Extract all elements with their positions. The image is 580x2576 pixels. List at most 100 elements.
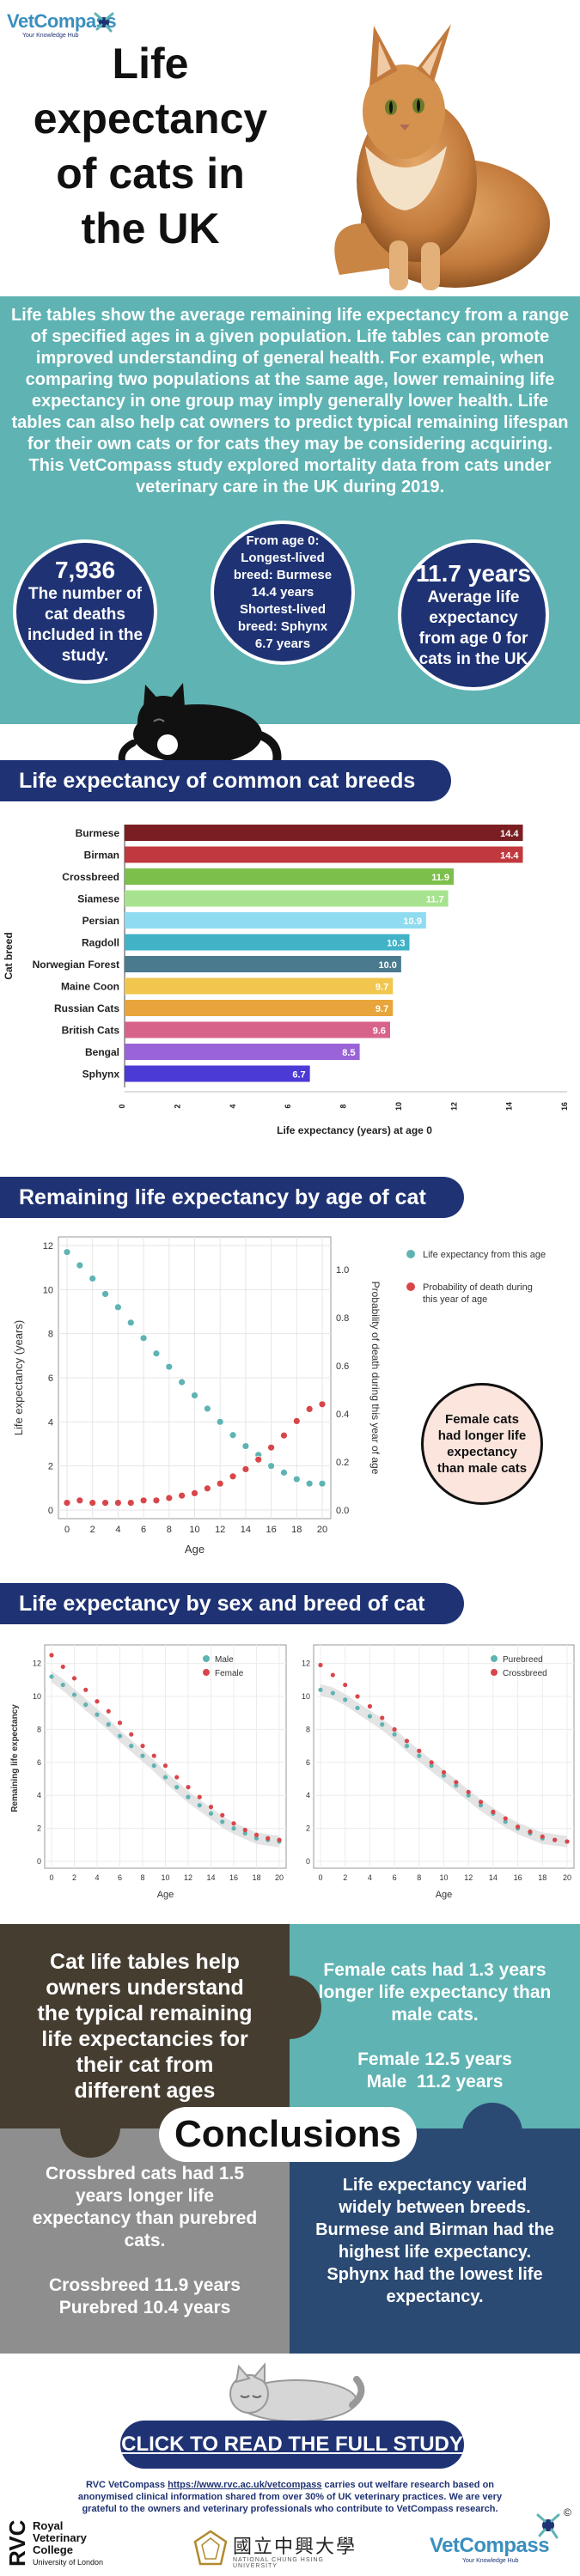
data-point [253,1832,259,1837]
cat-mascot-icon [94,12,114,33]
panel-sex-male: Male 11.2 years [366,2072,504,2092]
puzzle-knob [60,2098,120,2158]
legend-marker [203,1655,210,1662]
panel-breed-variation: Life expectancy varied widely between br… [290,2128,580,2354]
y2-tick-label: 0.0 [336,1506,349,1516]
bar-category-label: Ragdoll [82,937,119,949]
legend-marker [406,1282,415,1291]
y2-tick-label: 0.8 [336,1313,349,1324]
conclusions-title: Conclusions [159,2107,417,2162]
data-point [76,1261,84,1270]
cat-mascot-icon [536,2513,560,2539]
data-point [95,1699,100,1704]
x-tick-label: 20 [275,1873,284,1882]
data-point [113,1499,122,1507]
x-axis-title: Age [157,1890,174,1900]
legend-marker [491,1669,498,1676]
x-tick-label: 14 [505,1102,514,1111]
data-point [197,1803,202,1808]
data-point [280,1431,288,1440]
data-point [83,1702,89,1708]
x-tick-label: 6 [284,1104,292,1108]
data-point [404,1739,410,1744]
data-point [89,1275,97,1282]
data-point [253,1836,259,1841]
stat-text: From age 0: Longest-lived breed: Burmese… [233,533,333,651]
y-tick-label: 6 [48,1373,53,1384]
data-point [553,1837,558,1842]
data-point [140,1753,145,1758]
data-point [71,1676,77,1681]
data-point [466,1793,471,1798]
data-point [516,1824,521,1830]
x-tick-label: 10 [189,1525,199,1535]
data-point [101,1290,109,1298]
x-tick-label: 4 [115,1525,120,1535]
x-tick-label: 0 [64,1525,70,1535]
panel-sex-text: Female cats had 1.3 years longer life ex… [318,1960,552,2025]
header: VetCompass Your Knowledge Hub Life expec… [0,0,580,296]
y-axis-title: Cat breed [3,932,15,979]
data-point [203,1484,211,1493]
y-tick-label: 10 [302,1692,310,1701]
x-tick-label: 0 [318,1873,322,1882]
data-point [174,1785,180,1790]
data-point [49,1653,54,1658]
data-point [367,1703,372,1709]
rvc-line: University of London [33,2558,104,2567]
data-point [162,1763,168,1769]
bar [125,1044,360,1060]
data-point [178,1378,186,1386]
bar [125,825,523,841]
age-scatter-chart: 0 2 4 6 8 10 12 14 16 18 20 0 2 4 6 8 10 12 0.0 0.2 0.4 0.6 0.… [12,1236,546,1556]
panel-crossbreed-text: Crossbred cats had 1.5 years longer life… [32,2164,258,2250]
y2-tick-label: 0.2 [336,1458,349,1468]
bar-value-label: 9.6 [373,1026,386,1037]
data-point [60,1682,65,1688]
data-point [129,1732,134,1737]
data-point [165,1494,174,1502]
data-point [229,1431,237,1440]
data-point [95,1712,100,1717]
x-tick-label: 2 [173,1104,181,1108]
read-study-button[interactable]: CLICK TO READ THE FULL STUDY [120,2421,464,2469]
data-point [441,1773,447,1778]
brand-tagline: Your Knowledge Hub [462,2558,519,2564]
bar-category-label: Siamese [77,893,119,905]
y-tick-label: 2 [306,1824,310,1833]
x-tick-label: 8 [167,1525,172,1535]
data-point [267,1462,276,1471]
data-point [478,1803,484,1808]
data-point [254,1455,263,1464]
puzzle-knob [462,2103,522,2163]
bar-category-label: Russian Cats [54,1002,119,1014]
x-tick-label: 6 [118,1873,122,1882]
data-point [129,1744,134,1749]
x-tick-label: 0 [49,1873,53,1882]
data-point [355,1694,360,1699]
data-point [429,1760,434,1765]
data-point [208,1805,214,1810]
data-point [113,1303,122,1312]
y-tick-label: 10 [43,1285,53,1295]
data-point [49,1674,54,1679]
data-point [466,1789,471,1794]
data-point [318,1400,327,1409]
footer-link[interactable]: https://www.rvc.ac.uk/vetcompass [168,2480,322,2490]
legend-label: Life expectancy from this age [423,1250,546,1260]
y-tick-label: 4 [37,1791,41,1800]
footer-text: RVC VetCompass https://www.rvc.ac.uk/vet… [60,2479,520,2515]
data-point [63,1248,71,1257]
bar-category-label: Bengal [85,1046,119,1058]
x-tick-label: 6 [141,1525,146,1535]
legend-label: Crossbreed [503,1669,547,1678]
data-point [174,1775,180,1780]
data-point [267,1443,276,1452]
x-tick-label: 6 [393,1873,397,1882]
x-tick-label: 4 [229,1104,237,1108]
y2-tick-label: 0.4 [336,1410,349,1420]
x-tick-label: 0 [118,1104,126,1108]
data-point [178,1491,186,1500]
y-tick-label: 8 [37,1725,41,1733]
data-point [60,1664,65,1670]
